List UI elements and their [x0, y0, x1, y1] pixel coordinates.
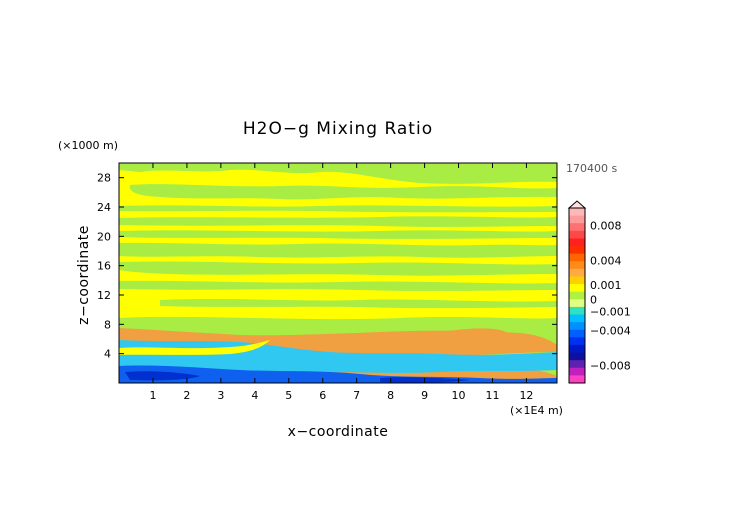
x-unit-label: (×1E4 m) [510, 404, 563, 417]
green-band-7 [119, 280, 557, 291]
colorbar-swatch [569, 284, 585, 293]
x-tick-label: 10 [452, 389, 466, 402]
y-unit-label: (×1000 m) [58, 139, 118, 152]
colorbar-swatch [569, 238, 585, 247]
colorbar-swatch [569, 299, 585, 308]
colorbar-swatch [569, 208, 585, 217]
green-band-8 [160, 299, 557, 309]
green-patch-2 [119, 205, 557, 213]
colorbar-swatch [569, 360, 585, 369]
colorbar-label: 0.004 [590, 255, 622, 268]
y-tick-label: 8 [104, 318, 111, 331]
colorbar-label: 0.008 [590, 220, 622, 233]
colorbar-swatch [569, 261, 585, 270]
y-tick-label: 16 [97, 260, 111, 273]
x-tick-label: 8 [387, 389, 394, 402]
x-tick-label: 7 [353, 389, 360, 402]
colorbar-swatch [569, 306, 585, 316]
yellow-streak [119, 340, 270, 355]
y-tick-label: 24 [97, 201, 111, 214]
colorbar-label: 0 [590, 294, 597, 307]
colorbar-label: −0.001 [590, 305, 631, 318]
green-band-6 [119, 261, 557, 276]
colorbar-labels: 0.008 0.004 0.001 0−0.001 −0.004 −0.008 [590, 220, 631, 373]
y-tick-label: 4 [104, 348, 111, 361]
green-top-patch [119, 163, 557, 184]
time-label: 170400 s [566, 162, 617, 175]
colorbar-swatch [569, 246, 585, 255]
y-axis-ticks: 4 8 12 16 20 24 28 [97, 172, 557, 361]
orange-plume [415, 328, 516, 350]
colorbar-swatch [569, 344, 585, 354]
colorbar-swatch [569, 367, 585, 376]
colorbar-swatch [569, 352, 585, 361]
colorbar-swatch [569, 291, 585, 300]
colorbar-swatch [569, 276, 585, 285]
x-tick-label: 6 [319, 389, 326, 402]
colorbar-frame [568, 207, 586, 384]
x-axis-label: x−coordinate [288, 424, 389, 440]
green-patch-1 [129, 184, 557, 200]
chart-title: H2O−g Mixing Ratio [243, 119, 433, 139]
x-axis-ticks: 1 2 3 4 5 6 7 8 9 10 11 12 [149, 163, 533, 402]
colorbar-swatch [569, 337, 585, 346]
y-tick-label: 12 [97, 289, 111, 302]
colorbar-swatch [569, 253, 585, 262]
x-tick-label: 1 [149, 389, 156, 402]
colorbar-swatch [569, 314, 585, 323]
y-tick-label: 28 [97, 172, 111, 185]
x-tick-label: 3 [217, 389, 224, 402]
x-tick-label: 2 [183, 389, 190, 402]
colorbar-label: −0.004 [590, 325, 631, 338]
green-band-3 [119, 216, 557, 227]
green-band-4 [119, 230, 557, 239]
y-axis-label: z−coordinate [76, 225, 92, 325]
colorbar-swatch [569, 230, 585, 239]
contour-field [119, 163, 557, 383]
x-tick-label: 11 [485, 389, 499, 402]
blue-core [125, 371, 200, 381]
colorbar-swatch [569, 322, 585, 331]
colorbar-swatch [569, 215, 585, 224]
colorbar-swatch [569, 375, 585, 384]
x-tick-label: 9 [421, 389, 428, 402]
colorbar-swatch [569, 268, 585, 277]
colorbar-label: −0.008 [590, 360, 631, 373]
colorbar-swatch [569, 223, 585, 232]
x-tick-label: 4 [251, 389, 258, 402]
colorbar-swatch [569, 329, 585, 338]
colorbar-label: 0.001 [590, 279, 622, 292]
green-band-5 [119, 242, 557, 258]
y-tick-label: 20 [97, 230, 111, 243]
plot-frame [118, 162, 558, 384]
colorbar [567, 200, 587, 384]
x-tick-label: 5 [285, 389, 292, 402]
colorbar-extend-arrow [567, 200, 587, 209]
x-tick-label: 12 [519, 389, 533, 402]
